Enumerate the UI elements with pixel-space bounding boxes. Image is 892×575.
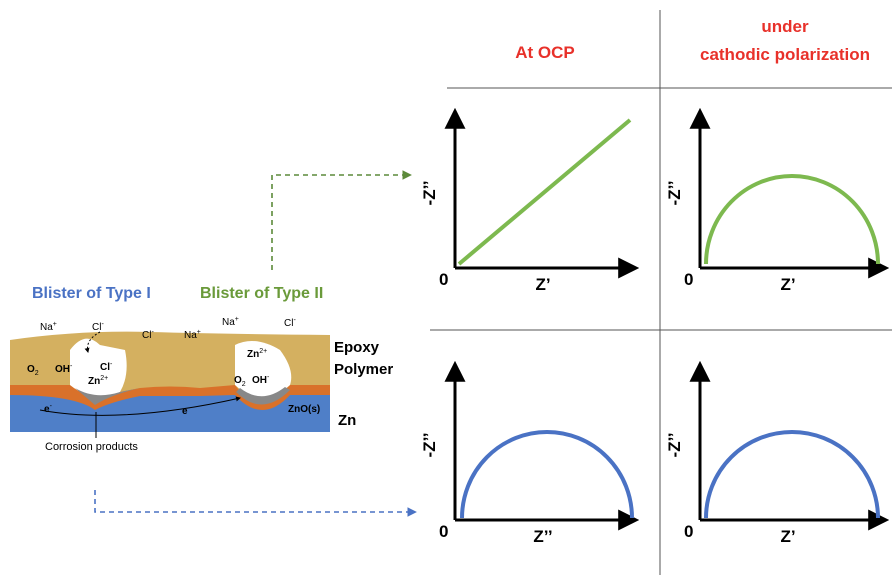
species-base: Na: [222, 317, 235, 328]
species-base: Cl: [284, 318, 293, 329]
column-header: cathodic polarization: [700, 45, 870, 64]
species-sup: 2+: [100, 375, 108, 382]
species-sub: 2: [35, 370, 39, 377]
corrosion-schematic: [10, 332, 330, 432]
species-base: Zn: [247, 349, 259, 360]
species-base: Cl: [100, 362, 110, 373]
species-base: Na: [184, 330, 197, 341]
impedance-curve: [459, 120, 630, 264]
column-header: At OCP: [515, 43, 575, 62]
y-axis-label: -Z’’: [665, 433, 684, 458]
origin-label: 0: [439, 270, 448, 289]
impedance-curve: [462, 432, 632, 518]
impedance-curve: [706, 176, 878, 264]
species-label: Na+: [40, 321, 57, 333]
x-axis-label: Z’: [780, 275, 795, 294]
x-axis-label: Z’: [535, 275, 550, 294]
species-base: ZnO(s): [288, 404, 320, 415]
column-header: under: [761, 17, 809, 36]
origin-label: 0: [684, 270, 693, 289]
origin-label: 0: [439, 522, 448, 541]
connector-arrow: [95, 490, 415, 512]
species-sup: +: [53, 321, 57, 328]
species-base: Cl: [92, 322, 101, 333]
blister-label: Blister of Type II: [200, 285, 323, 302]
figure: At OCP under cathodic polarization Blist…: [0, 0, 892, 575]
species-label: Na+: [222, 316, 239, 328]
species-sup: +: [235, 316, 239, 323]
species-base: Zn: [88, 376, 100, 387]
y-axis-label: -Z’’: [420, 181, 439, 206]
x-axis-label: Z’’: [533, 527, 552, 546]
species-sup: +: [197, 329, 201, 336]
origin-label: 0: [684, 522, 693, 541]
layer-label: Zn: [338, 412, 356, 429]
species-label: ZnO(s): [288, 404, 320, 415]
table-grid: [430, 10, 892, 575]
species-label: Cl-: [92, 321, 104, 333]
caption: Corrosion products: [45, 441, 138, 453]
species-sup: 2+: [259, 348, 267, 355]
species-base: Na: [40, 322, 53, 333]
connector-arrow: [272, 175, 410, 270]
species-sub: 2: [242, 381, 246, 388]
species-base: OH: [252, 375, 267, 386]
blister-label: Blister of Type I: [32, 285, 151, 302]
species-base: OH: [55, 364, 70, 375]
species-sup: -: [101, 321, 104, 328]
y-axis-label: -Z’’: [420, 433, 439, 458]
layer-label: Epoxy: [334, 339, 380, 356]
species-base: Cl: [142, 330, 151, 341]
species-sup: -: [293, 317, 296, 324]
species-label: Cl-: [284, 317, 296, 329]
y-axis-label: -Z’’: [665, 181, 684, 206]
x-axis-label: Z’: [780, 527, 795, 546]
layer-label: Polymer: [334, 361, 393, 378]
plot-labels: -Z’’ Z’ 0 -Z’’ Z’ 0 -Z’’ Z’’ 0 -Z’’ Z’ 0: [420, 181, 796, 546]
plot-panel: [455, 112, 885, 520]
impedance-curve: [706, 432, 878, 518]
